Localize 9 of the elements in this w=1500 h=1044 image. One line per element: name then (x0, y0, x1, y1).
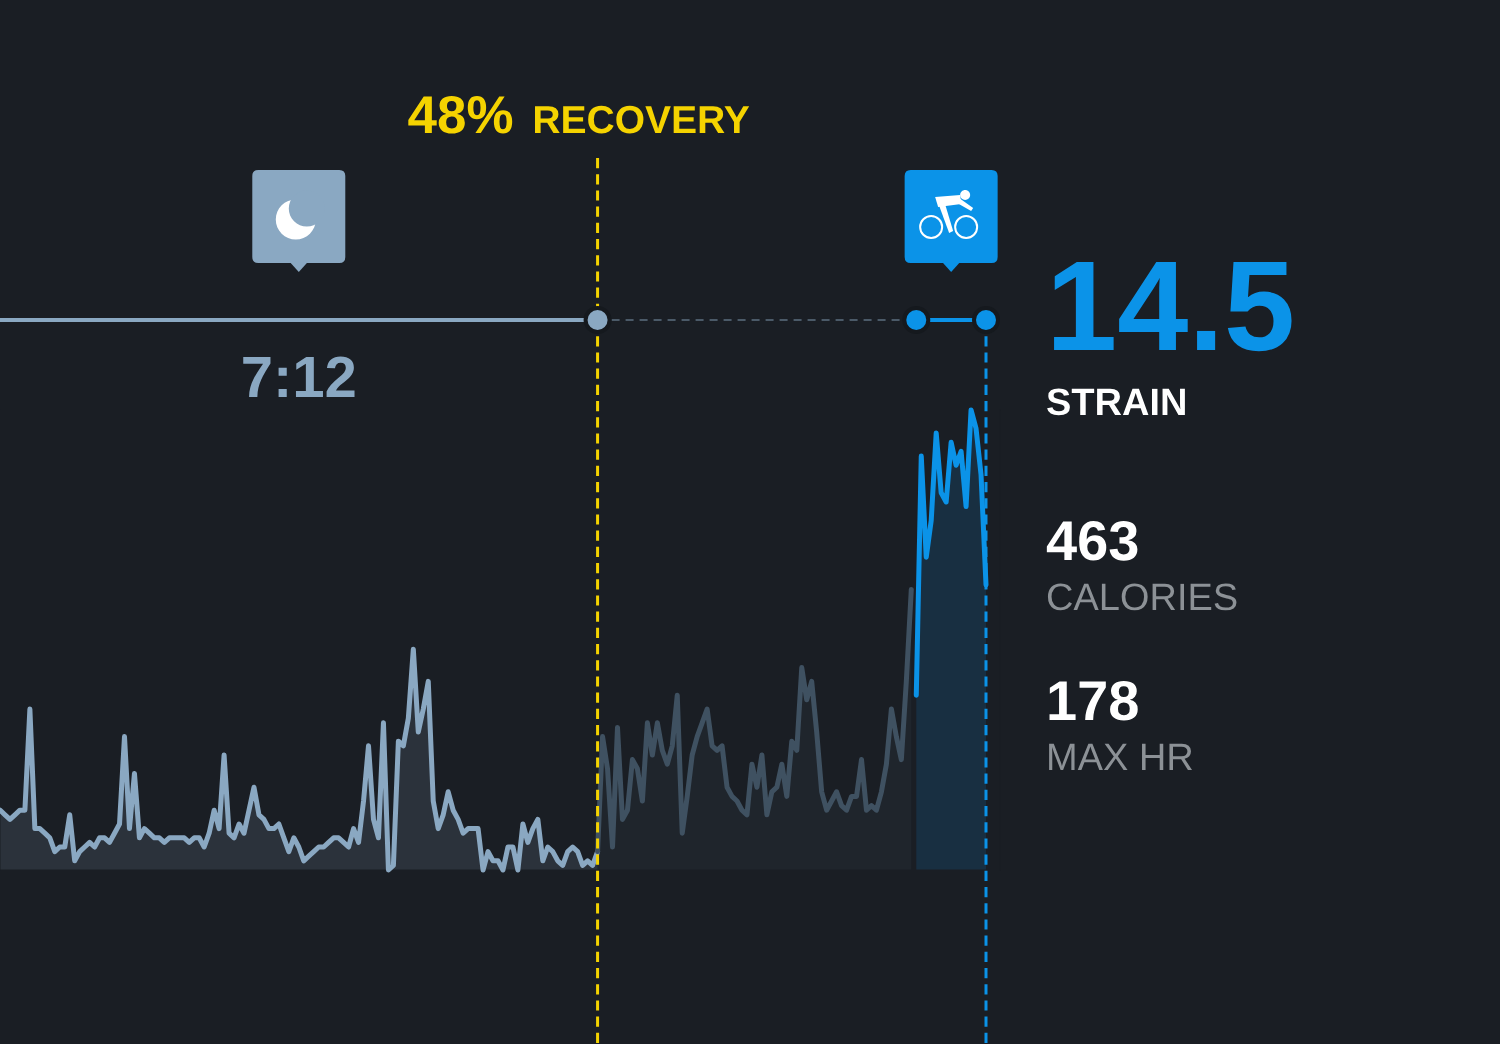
text: 7:12 (243, 356, 355, 397)
text: MAX HR (1049, 743, 1193, 770)
text: 14.5 (1054, 261, 1292, 352)
text: 463 (1046, 520, 1138, 561)
text: RECOVERY (535, 105, 750, 134)
text: CALORIES (1047, 583, 1237, 611)
text: STRAIN (1047, 388, 1185, 416)
text: 48% (408, 95, 513, 134)
text: 178 (1049, 680, 1138, 721)
